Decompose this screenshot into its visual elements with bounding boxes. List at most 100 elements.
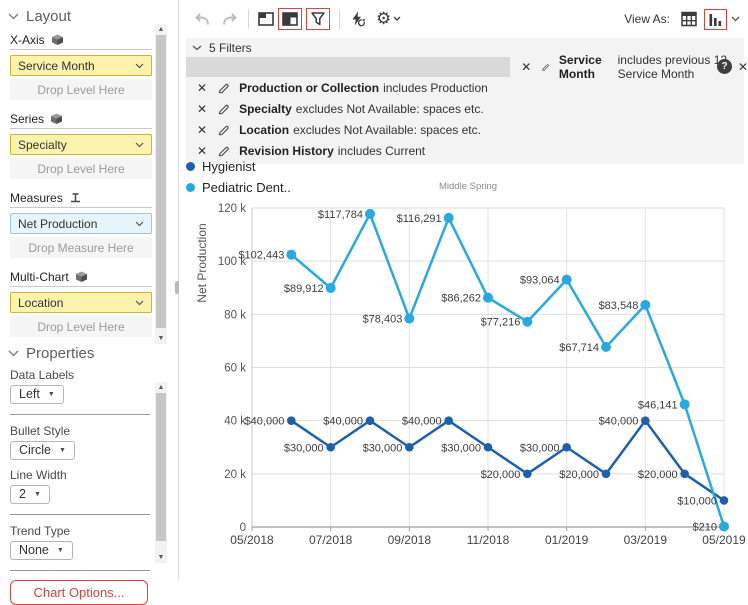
data-point[interactable]: [720, 496, 729, 505]
scroll-up-arrow-icon[interactable]: ▲: [155, 24, 167, 35]
redo-icon[interactable]: [219, 10, 241, 28]
scroll-down-arrow-icon[interactable]: ▼: [155, 333, 167, 344]
data-point[interactable]: [365, 209, 375, 219]
data-point[interactable]: [366, 416, 375, 425]
dropdown-caret-icon: ▼: [34, 491, 41, 498]
data-point[interactable]: [287, 416, 296, 425]
remove-filter-icon[interactable]: ✕: [197, 102, 207, 116]
filter-row-production-or-collection[interactable]: ✕Production or Collectionincludes Produc…: [186, 78, 744, 98]
layout-scrollbar[interactable]: ▲ ▼: [155, 24, 167, 344]
filter-condition: excludes Not Available: spaces etc.: [293, 123, 481, 137]
view-as-label: View As:: [624, 12, 670, 26]
help-icon[interactable]: ?: [717, 59, 732, 74]
data-point[interactable]: [641, 416, 650, 425]
data-point[interactable]: [326, 283, 336, 293]
measures-drop-zone[interactable]: Drop Measure Here: [10, 237, 152, 258]
section-label: X-Axis: [10, 33, 152, 50]
edit-pencil-icon[interactable]: [541, 61, 550, 74]
section-label-text: Measures: [10, 191, 63, 205]
data-label: $20,000: [638, 469, 678, 481]
data-point[interactable]: [562, 275, 572, 285]
data-label: $46,141: [638, 399, 678, 411]
data-point[interactable]: [404, 314, 414, 324]
table-view-icon[interactable]: [679, 9, 699, 29]
filter-button-highlighted[interactable]: [306, 8, 330, 30]
layout-panel-icon: [282, 11, 298, 27]
remove-filter-icon[interactable]: ✕: [197, 123, 207, 137]
filter-row-location[interactable]: ✕ Location excludes Not Available: spaces …: [186, 120, 744, 140]
data-label: $67,714: [559, 342, 599, 354]
properties-scrollbar[interactable]: ▲ ▼: [155, 382, 167, 563]
section-label-text: Series: [10, 112, 44, 126]
remove-filter-icon[interactable]: ✕: [197, 81, 207, 95]
y-axis-title: Net Production: [195, 223, 209, 302]
layout-panel-header[interactable]: Layout: [8, 8, 71, 25]
filter-field-name: Location: [239, 123, 289, 137]
measures-select[interactable]: Net Production: [10, 213, 152, 234]
data-labels-select[interactable]: Left▼: [10, 385, 64, 404]
chevron-down-icon[interactable]: [729, 14, 742, 24]
data-label: $93,064: [520, 275, 560, 287]
scroll-down-arrow-icon[interactable]: ▼: [155, 552, 167, 563]
edit-pencil-icon[interactable]: [217, 145, 230, 158]
chart-options-button[interactable]: Chart Options...: [10, 580, 148, 605]
data-point[interactable]: [444, 416, 453, 425]
data-point[interactable]: [523, 470, 532, 479]
x-tick-label: 07/2018: [309, 533, 353, 547]
line-width-select[interactable]: 2▼: [10, 485, 50, 504]
data-point[interactable]: [286, 250, 296, 260]
data-point[interactable]: [405, 443, 414, 452]
data-point[interactable]: [522, 317, 532, 327]
data-point[interactable]: [680, 399, 690, 409]
x-axis-drop-zone[interactable]: Drop Level Here: [10, 79, 152, 100]
undo-icon[interactable]: [191, 10, 213, 28]
data-label: $116,291: [397, 213, 442, 225]
x-tick-label: 09/2018: [388, 533, 432, 547]
filter-field-name: Service Month: [559, 53, 614, 81]
main-area: ⚙ View As:: [186, 0, 748, 580]
auto-refresh-bolt-icon[interactable]: [347, 9, 368, 29]
data-point[interactable]: [444, 213, 454, 223]
data-point[interactable]: [719, 521, 729, 531]
scrollbar-thumb[interactable]: [156, 393, 166, 541]
data-label: $86,262: [441, 293, 481, 305]
filter-condition: includes Current: [338, 144, 425, 158]
scrollbar-thumb[interactable]: [156, 35, 166, 328]
line-chart-canvas[interactable]: 020 k40 k60 k80 k100 k120 k05/201807/201…: [186, 158, 748, 580]
remove-filter-icon[interactable]: ✕: [521, 60, 531, 74]
property-label: Trend Type: [10, 524, 152, 538]
data-point[interactable]: [602, 470, 611, 479]
bullet-style-select[interactable]: Circle▼: [10, 441, 75, 460]
multi-chart-select[interactable]: Location: [10, 292, 152, 313]
x-axis-select[interactable]: Service Month: [10, 55, 152, 76]
window-icon[interactable]: [256, 9, 276, 29]
settings-gear-icon[interactable]: ⚙: [374, 9, 403, 29]
multi-chart-drop-zone[interactable]: Drop Level Here: [10, 316, 152, 337]
panel-splitter-handle[interactable]: [175, 281, 179, 294]
data-point[interactable]: [326, 443, 335, 452]
data-point[interactable]: [640, 300, 650, 310]
edit-pencil-icon[interactable]: [217, 82, 230, 95]
series-select[interactable]: Specialty: [10, 134, 152, 155]
selected-value: Service Month: [18, 59, 95, 73]
data-point[interactable]: [562, 443, 571, 452]
data-point[interactable]: [483, 293, 493, 303]
remove-filter-icon[interactable]: ✕: [197, 144, 207, 158]
property-label: Data Labels: [10, 368, 152, 382]
close-filter-icon[interactable]: ✕: [738, 60, 748, 74]
properties-panel-header[interactable]: Properties: [8, 345, 94, 362]
series-drop-zone[interactable]: Drop Level Here: [10, 158, 152, 179]
chart-view-button-highlighted[interactable]: [704, 9, 727, 30]
edit-pencil-icon[interactable]: [217, 124, 230, 137]
trend-type-select[interactable]: None▼: [10, 541, 73, 560]
filter-field-name: Revision History: [239, 144, 334, 158]
data-point[interactable]: [601, 342, 611, 352]
data-point[interactable]: [484, 443, 493, 452]
filter-row-service-month[interactable]: ✕Service Monthincludes previous 12 Servi…: [186, 57, 744, 77]
scroll-up-arrow-icon[interactable]: ▲: [155, 382, 167, 393]
data-point[interactable]: [680, 470, 689, 479]
view-as-group: View As:: [624, 9, 742, 30]
filter-row-specialty[interactable]: ✕Specialtyexcludes Not Available: spaces…: [186, 99, 744, 119]
layout-panel-button-highlighted[interactable]: [278, 8, 302, 30]
edit-pencil-icon[interactable]: [217, 103, 230, 116]
